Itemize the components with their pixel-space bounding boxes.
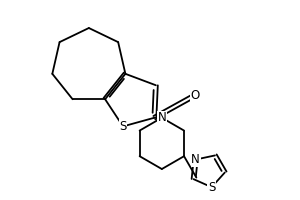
Text: N: N xyxy=(158,111,166,124)
Text: S: S xyxy=(208,181,215,194)
Text: S: S xyxy=(119,120,127,133)
Text: N: N xyxy=(191,153,200,166)
Text: O: O xyxy=(191,89,200,102)
